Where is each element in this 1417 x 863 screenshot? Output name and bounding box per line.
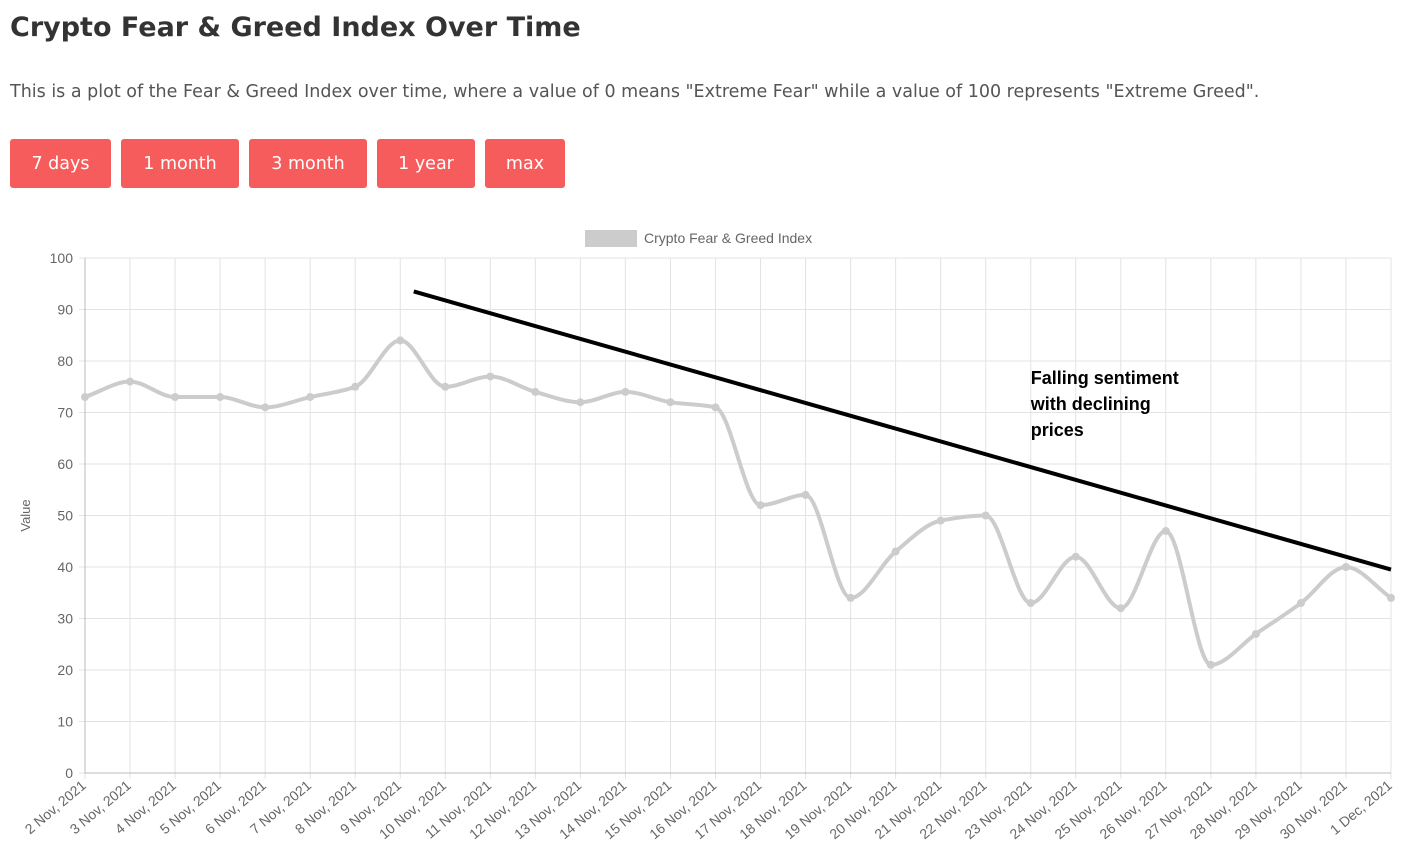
data-point[interactable] bbox=[1387, 593, 1395, 602]
data-point[interactable] bbox=[1026, 599, 1035, 608]
y-tick-label: 70 bbox=[57, 405, 73, 421]
legend-label: Crypto Fear & Greed Index bbox=[644, 230, 812, 246]
data-point[interactable] bbox=[666, 398, 675, 407]
chart-legend[interactable]: Crypto Fear & Greed Index bbox=[585, 230, 812, 247]
y-tick-label: 50 bbox=[57, 508, 73, 524]
annotation-line: prices bbox=[1031, 420, 1084, 440]
range-max-button[interactable]: max bbox=[485, 139, 565, 188]
y-tick-label: 90 bbox=[57, 302, 73, 318]
data-point[interactable] bbox=[1116, 604, 1125, 613]
legend-swatch bbox=[585, 230, 637, 247]
data-point[interactable] bbox=[486, 372, 495, 381]
data-point[interactable] bbox=[1161, 526, 1170, 535]
data-point[interactable] bbox=[1071, 552, 1080, 561]
chart-container: Crypto Fear & Greed Index 0 10 20 30 40 50 60 7… bbox=[0, 222, 1417, 863]
y-tick-label: 0 bbox=[65, 765, 73, 781]
fear-greed-chart: Crypto Fear & Greed Index 0 10 20 30 40 50 60 7… bbox=[18, 230, 1395, 842]
y-tick-label: 20 bbox=[57, 662, 73, 678]
range-button-group: 7 days 1 month 3 month 1 year max bbox=[10, 139, 575, 188]
data-point[interactable] bbox=[1341, 563, 1350, 571]
data-point[interactable] bbox=[936, 516, 945, 525]
data-point[interactable] bbox=[891, 547, 900, 556]
data-point[interactable] bbox=[396, 336, 405, 345]
page-description: This is a plot of the Fear & Greed Index… bbox=[10, 82, 1260, 102]
annotation-text: Falling sentiment with declining prices bbox=[1030, 368, 1179, 440]
y-tick-label: 100 bbox=[50, 250, 74, 266]
y-tick-label: 30 bbox=[57, 611, 73, 627]
y-tick-label: 60 bbox=[57, 456, 73, 472]
y-tick-label: 10 bbox=[57, 714, 73, 730]
data-point[interactable] bbox=[306, 393, 315, 402]
data-point[interactable] bbox=[801, 490, 810, 499]
data-point[interactable] bbox=[846, 593, 855, 602]
data-point[interactable] bbox=[756, 501, 765, 510]
chart-grid bbox=[79, 257, 1392, 779]
y-axis-ticks: 0 10 20 30 40 50 60 70 80 90 100 bbox=[50, 250, 74, 781]
range-1-year-button[interactable]: 1 year bbox=[377, 139, 475, 188]
annotation-line: Falling sentiment bbox=[1031, 368, 1179, 388]
range-1-month-button[interactable]: 1 month bbox=[121, 139, 239, 188]
data-point[interactable] bbox=[261, 403, 270, 412]
data-point[interactable] bbox=[576, 398, 585, 407]
data-point[interactable] bbox=[81, 393, 89, 402]
data-point[interactable] bbox=[171, 393, 180, 402]
data-point[interactable] bbox=[711, 403, 720, 412]
y-tick-label: 40 bbox=[57, 559, 73, 575]
annotation-line: with declining bbox=[1030, 394, 1151, 414]
series-line bbox=[83, 338, 1393, 667]
trendline-annotation bbox=[413, 289, 1392, 572]
page-title: Crypto Fear & Greed Index Over Time bbox=[10, 12, 581, 43]
data-point[interactable] bbox=[531, 387, 540, 396]
data-point[interactable] bbox=[441, 382, 450, 391]
data-point[interactable] bbox=[351, 382, 360, 391]
data-point[interactable] bbox=[126, 377, 135, 386]
y-tick-label: 80 bbox=[57, 353, 73, 369]
data-point[interactable] bbox=[621, 387, 630, 396]
data-points bbox=[81, 336, 1395, 669]
y-axis-title: Value bbox=[18, 499, 33, 531]
data-point[interactable] bbox=[981, 511, 990, 520]
range-3-month-button[interactable]: 3 month bbox=[249, 139, 367, 188]
data-point[interactable] bbox=[1206, 660, 1215, 669]
data-point[interactable] bbox=[216, 393, 225, 402]
range-7-days-button[interactable]: 7 days bbox=[10, 139, 111, 188]
data-point[interactable] bbox=[1251, 629, 1260, 638]
data-point[interactable] bbox=[1296, 599, 1305, 608]
